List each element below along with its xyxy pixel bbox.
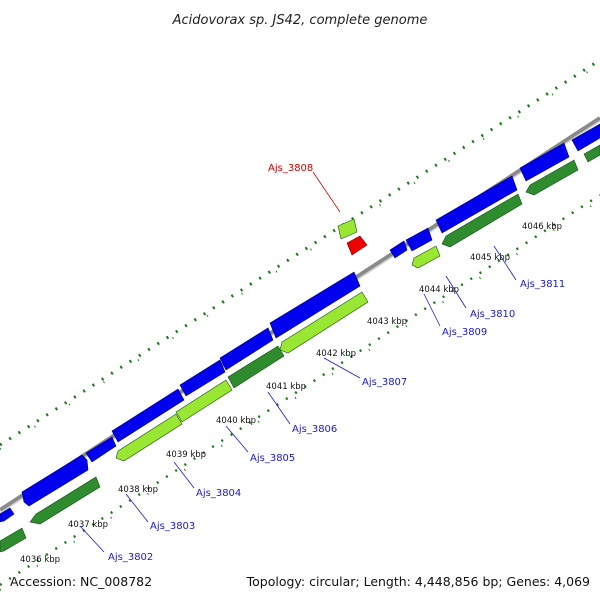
scale-label: 4041 kbp (266, 382, 306, 392)
scale-label: 4042 kbp (316, 349, 356, 359)
gene-label-ajs-3811[interactable]: Ajs_3811 (520, 279, 565, 290)
gene-label-ajs-3804[interactable]: Ajs_3804 (196, 488, 241, 499)
scale-label: 4038 kbp (118, 485, 158, 495)
gene-rev-6[interactable] (279, 291, 369, 354)
gene-ajs-3802[interactable] (0, 507, 15, 523)
gene-ajs-3808-green[interactable] (337, 218, 358, 240)
map-title: Acidovorax sp. JS42, complete genome (172, 13, 428, 28)
forward-strand-genes (0, 123, 600, 523)
scale-label: 4039 kbp (166, 450, 206, 460)
gene-rev-8[interactable] (441, 193, 523, 248)
gene-rev-5[interactable] (227, 345, 285, 389)
gene-rev-9[interactable] (525, 159, 579, 196)
gene-label-ajs-3810[interactable]: Ajs_3810 (470, 309, 515, 320)
scale-label: 4037 kbp (68, 520, 108, 530)
scale-label: 4043 kbp (367, 317, 407, 327)
scale-label: 4040 kbp (216, 416, 256, 426)
scale-labels: 4036 kbp 4037 kbp 4038 kbp 4039 kbp 4040… (20, 222, 562, 565)
gene-rev-7[interactable] (411, 245, 441, 269)
scale-label: 4046 kbp (522, 222, 562, 232)
gene-ajs-3808-selected[interactable] (346, 235, 368, 256)
gene-ajs-3804[interactable] (85, 436, 117, 463)
gene-labels: Ajs_3802 Ajs_3803 Ajs_3804 Ajs_3805 Ajs_… (108, 163, 565, 563)
gene-rev-1[interactable] (0, 527, 27, 553)
gene-rev-2[interactable] (29, 476, 101, 525)
accession-text: Accession: NC_008782 (10, 574, 152, 589)
gene-ajs-3805[interactable] (111, 388, 185, 443)
gene-ajs-3813[interactable] (571, 123, 600, 152)
gene-label-ajs-3802[interactable]: Ajs_3802 (108, 552, 153, 563)
gene-ajs-3803[interactable] (21, 454, 89, 507)
gene-rev-10[interactable] (583, 144, 600, 163)
topology-summary: Topology: circular; Length: 4,448,856 bp… (246, 574, 590, 589)
gene-label-ajs-3809[interactable]: Ajs_3809 (442, 327, 487, 338)
gene-ajs-3807[interactable] (269, 271, 361, 339)
gene-label-ajs-3803[interactable]: Ajs_3803 (150, 521, 195, 532)
gene-rev-4[interactable] (175, 379, 233, 423)
gene-label-ajs-3808[interactable]: Ajs_3808 (268, 163, 313, 174)
scale-label: 4044 kbp (419, 285, 459, 295)
gene-ajs-3810[interactable] (405, 227, 433, 252)
gene-rev-3[interactable] (115, 413, 183, 462)
gene-ajs-3812[interactable] (519, 142, 570, 182)
gene-label-ajs-3807[interactable]: Ajs_3807 (362, 377, 407, 388)
outer-tick-ring (0, 58, 600, 447)
gene-ajs-3807a[interactable] (219, 327, 274, 371)
gene-label-leaders (79, 245, 517, 553)
gene-label-ajs-3806[interactable]: Ajs_3806 (292, 424, 337, 435)
gene-label-ajs-3805[interactable]: Ajs_3805 (250, 453, 295, 464)
gene-ajs-3811[interactable] (435, 175, 518, 234)
scale-label: 4045 kbp (470, 253, 510, 263)
selected-gene-leader (312, 171, 341, 213)
scale-label: 4036 kbp (20, 555, 60, 565)
reverse-strand-genes (0, 144, 600, 553)
gene-ajs-3806[interactable] (179, 359, 226, 397)
gene-ajs-3809[interactable] (389, 240, 408, 259)
